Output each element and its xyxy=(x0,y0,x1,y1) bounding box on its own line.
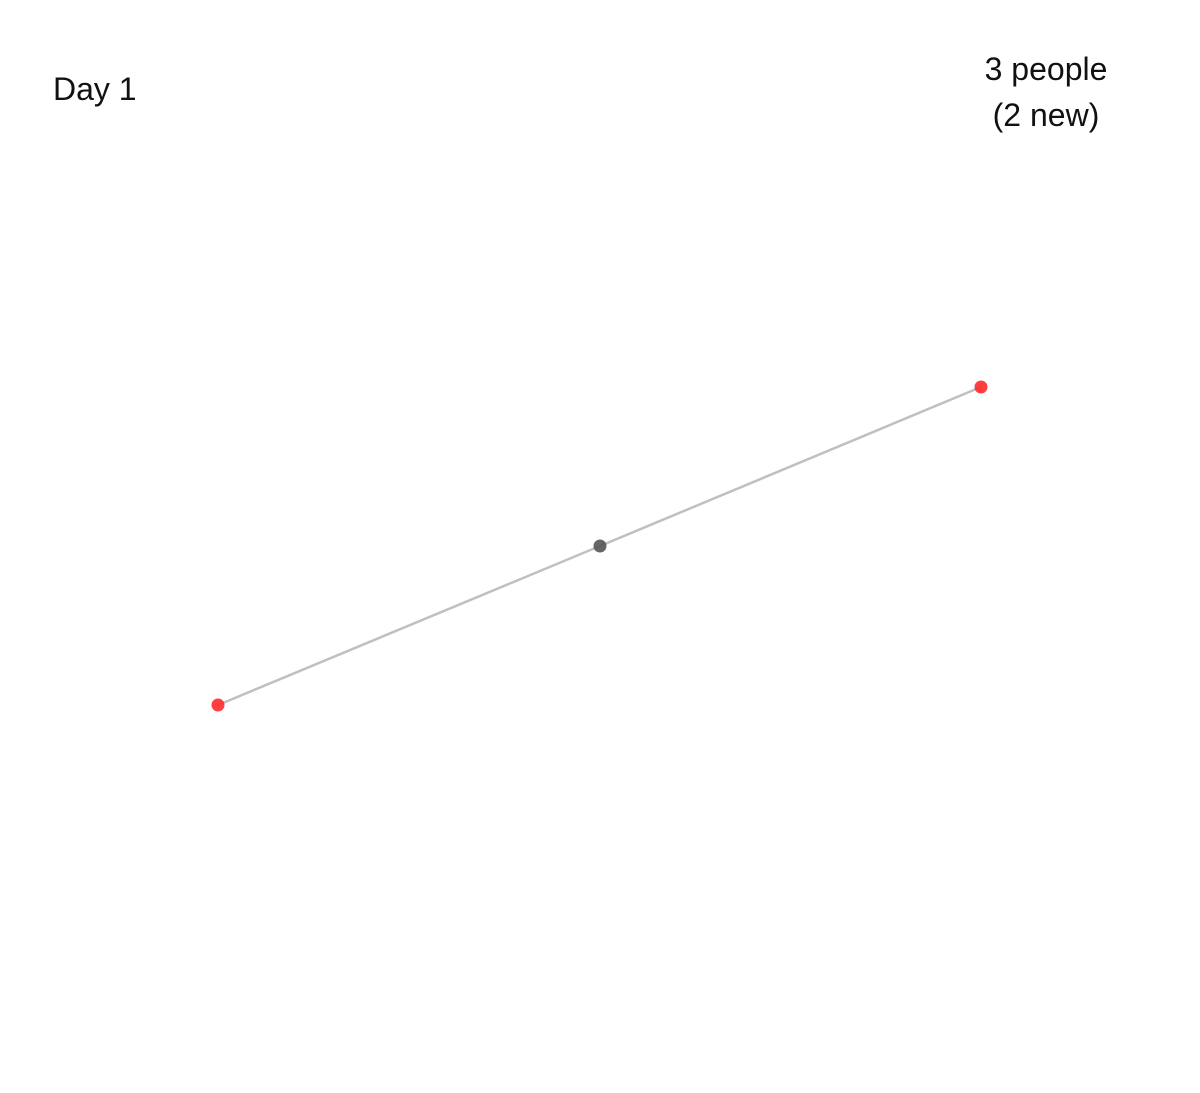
nodes-layer xyxy=(211,380,988,712)
edges-layer xyxy=(216,385,983,707)
day-label: Day 1 xyxy=(53,71,137,107)
people-count-block: 3 people (2 new) xyxy=(926,46,1166,138)
new-person-node xyxy=(974,380,988,394)
people-count: 3 people xyxy=(984,51,1108,87)
network-edge xyxy=(598,385,983,548)
network-edge xyxy=(216,544,602,707)
new-people-count: (2 new) xyxy=(992,97,1100,133)
existing-person-node xyxy=(593,539,607,553)
new-person-node xyxy=(211,698,225,712)
